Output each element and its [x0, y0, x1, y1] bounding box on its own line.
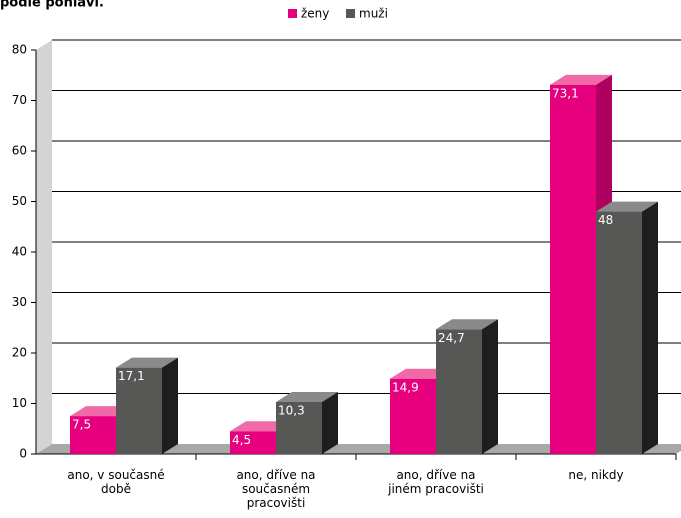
legend-swatch [288, 9, 297, 18]
y-tick-label: 60 [12, 144, 27, 158]
value-label: 73,1 [552, 86, 579, 100]
bar [550, 84, 596, 454]
bar-side [322, 391, 338, 454]
bar-side [642, 201, 658, 454]
y-tick-label: 70 [12, 93, 27, 107]
bar [70, 416, 116, 454]
legend-label: muži [359, 7, 388, 21]
bar [390, 378, 436, 454]
y-tick-label: 50 [12, 194, 27, 208]
side-wall [36, 40, 52, 454]
bar [230, 431, 276, 454]
x-tick-label: ano, dříve na současném pracovišti [236, 468, 316, 510]
value-label: 48 [598, 213, 613, 227]
bar-side [162, 357, 178, 454]
value-label: 4,5 [232, 433, 251, 447]
y-tick-label: 10 [12, 396, 27, 410]
bar-top [550, 74, 612, 85]
value-label: 17,1 [118, 369, 145, 383]
y-tick-label: 80 [12, 43, 27, 57]
bar-side [482, 319, 498, 454]
value-label: 24,7 [438, 331, 465, 345]
bar [116, 367, 162, 454]
y-tick-label: 30 [12, 295, 27, 309]
y-tick-label: 40 [12, 245, 27, 259]
value-label: 7,5 [72, 418, 91, 432]
bar-top [436, 319, 498, 330]
floor [36, 444, 681, 454]
x-tick-label: ano, v současné době [67, 468, 165, 496]
bar [436, 329, 482, 454]
bar-top [276, 391, 338, 402]
bar-top [596, 201, 658, 212]
y-tick-label: 0 [19, 447, 27, 461]
x-tick-label: ano, dříve na jiném pracovišti [388, 468, 484, 496]
legend-label: ženy [301, 7, 329, 21]
bar [596, 211, 642, 454]
bar-top [116, 357, 178, 368]
value-label: 14,9 [392, 380, 419, 394]
bar [276, 401, 322, 454]
value-label: 10,3 [278, 403, 305, 417]
y-tick-label: 20 [12, 346, 27, 360]
legend-swatch [346, 9, 355, 18]
chart-title: podle pohlaví. [0, 0, 104, 11]
x-tick-label: ne, nikdy [568, 468, 624, 482]
